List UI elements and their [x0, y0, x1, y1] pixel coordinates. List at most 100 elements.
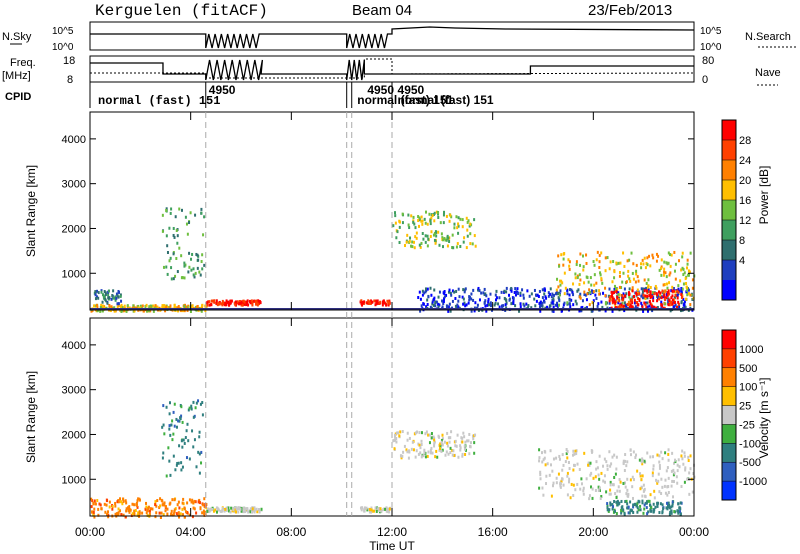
power-cell: [188, 265, 191, 269]
power-cell: [571, 291, 574, 295]
velocity-cell: [195, 465, 198, 469]
velocity-cell: [92, 510, 95, 514]
power-cell: [466, 228, 469, 232]
power-cell: [461, 295, 464, 299]
power-cell: [551, 300, 554, 304]
velocity-cell: [618, 478, 621, 482]
power-cell: [663, 267, 666, 271]
power-cell: [668, 253, 671, 257]
velocity-cell: [636, 506, 639, 510]
velocity-cell: [172, 432, 175, 436]
velocity-cell: [227, 509, 230, 513]
power-cell: [588, 303, 591, 307]
velocity-cell: [576, 462, 579, 466]
time-tick-label: 00:00: [75, 525, 105, 539]
power-cell: [442, 221, 445, 225]
power-cell: [551, 292, 554, 296]
power-cell: [669, 300, 672, 304]
velocity-cell: [243, 507, 246, 511]
power-cell: [682, 303, 685, 307]
power-cell: [600, 251, 603, 255]
velocity-cell: [624, 459, 627, 463]
power-cell: [589, 276, 592, 280]
velocity-cell: [244, 507, 247, 511]
power-cell: [173, 305, 176, 309]
velocity-cell: [406, 431, 409, 435]
power-cell: [376, 299, 379, 303]
velocity-cell: [611, 483, 614, 487]
power-cell: [526, 306, 529, 310]
power-cell: [394, 214, 397, 218]
velocity-cell: [447, 436, 450, 440]
power-cell: [651, 253, 654, 257]
velocity-cell: [122, 499, 125, 503]
power-colorbar-tick-label: 16: [739, 195, 751, 207]
power-cell: [646, 289, 649, 293]
power-cell: [568, 260, 571, 264]
velocity-cell: [668, 506, 671, 510]
velocity-cell: [664, 451, 667, 455]
power-cell: [611, 280, 614, 284]
velocity-cell: [179, 416, 182, 420]
power-cell: [554, 292, 557, 296]
velocity-cell: [160, 511, 163, 515]
velocity-cell: [175, 417, 178, 421]
power-cell: [617, 301, 620, 305]
station-title: Kerguelen (fitACF): [95, 2, 268, 20]
velocity-cell: [125, 507, 128, 511]
velocity-cell: [145, 505, 148, 509]
velocity-cell: [221, 509, 224, 513]
power-cell: [654, 284, 657, 288]
power-cell: [527, 304, 530, 308]
power-cell: [142, 309, 145, 313]
power-cell: [514, 293, 517, 297]
power-cell: [152, 309, 155, 313]
velocity-cell: [233, 508, 236, 512]
power-cell: [386, 299, 389, 303]
power-cell: [367, 299, 370, 303]
velocity-cell: [160, 498, 163, 502]
power-cell: [626, 302, 629, 306]
power-cell: [623, 287, 626, 291]
velocity-cell: [575, 452, 578, 456]
power-cell: [614, 301, 617, 305]
power-cell: [154, 304, 157, 308]
power-cell: [677, 284, 680, 288]
velocity-cell: [646, 451, 649, 455]
velocity-cell: [161, 456, 164, 460]
power-cell: [116, 305, 119, 309]
velocity-cell: [224, 507, 227, 511]
velocity-cell: [92, 513, 95, 517]
velocity-cell: [613, 453, 616, 457]
power-cell: [434, 241, 437, 245]
velocity-cell: [582, 489, 585, 493]
power-cell: [422, 302, 425, 306]
power-cell: [94, 290, 97, 294]
power-cell: [102, 294, 105, 298]
power-cell: [453, 226, 456, 230]
power-cell: [437, 305, 440, 309]
power-cell: [623, 309, 626, 313]
velocity-cell: [616, 503, 619, 507]
velocity-cell: [590, 450, 593, 454]
velocity-cell: [625, 464, 628, 468]
velocity-cell: [398, 434, 401, 438]
power-cell: [691, 286, 694, 290]
power-cell: [149, 309, 152, 313]
power-cell: [648, 304, 651, 308]
velocity-cell: [582, 492, 585, 496]
velocity-cell: [92, 502, 95, 506]
velocity-cell: [198, 471, 201, 475]
velocity-cell: [253, 510, 256, 514]
power-cell: [608, 267, 611, 271]
velocity-cell: [136, 505, 139, 509]
power-cell: [512, 298, 515, 302]
velocity-cell: [573, 452, 576, 456]
power-cell: [662, 291, 665, 295]
power-cell: [119, 305, 122, 309]
velocity-cell: [215, 510, 218, 514]
velocity-cell: [375, 506, 378, 510]
power-cell: [663, 293, 666, 297]
velocity-cell: [605, 460, 608, 464]
